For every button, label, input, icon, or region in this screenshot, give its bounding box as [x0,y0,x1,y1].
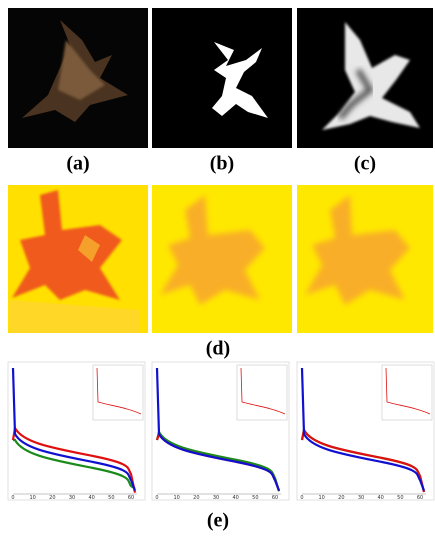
heatmap-1 [8,185,148,333]
x-tick-label: 20 [338,495,344,501]
image-a [8,8,148,148]
x-tick-label: 20 [193,495,199,501]
x-tick-label: 60 [128,495,134,501]
x-tick-label: 40 [88,495,94,501]
x-tick-label: 10 [29,495,35,501]
panel-label: (b) [210,153,234,175]
panel-label: (c) [354,153,376,175]
x-tick-label: 40 [377,495,383,501]
x-tick-label: 30 [358,495,364,501]
x-tick-label: 60 [272,495,278,501]
panel-label: (a) [66,153,89,175]
x-tick-label: 50 [252,495,258,501]
x-tick-label: 20 [49,495,55,501]
image-b [152,8,292,148]
x-tick-label: 30 [213,495,219,501]
x-tick-label: 0 [155,495,158,501]
figure: 010203040506001020304050600102030405060 … [0,0,435,537]
image-c [297,8,433,148]
x-tick-label: 50 [108,495,114,501]
heatmap-3 [297,185,433,333]
x-tick-label: 0 [300,495,303,501]
panel-label: (d) [206,338,230,360]
heatmap-2 [152,185,292,333]
x-tick-label: 50 [397,495,403,501]
x-tick-label: 0 [11,495,14,501]
x-tick-label: 60 [417,495,423,501]
x-tick-label: 10 [318,495,324,501]
x-tick-label: 30 [69,495,75,501]
panel-label: (e) [207,510,229,532]
x-tick-label: 10 [173,495,179,501]
x-tick-label: 40 [232,495,238,501]
